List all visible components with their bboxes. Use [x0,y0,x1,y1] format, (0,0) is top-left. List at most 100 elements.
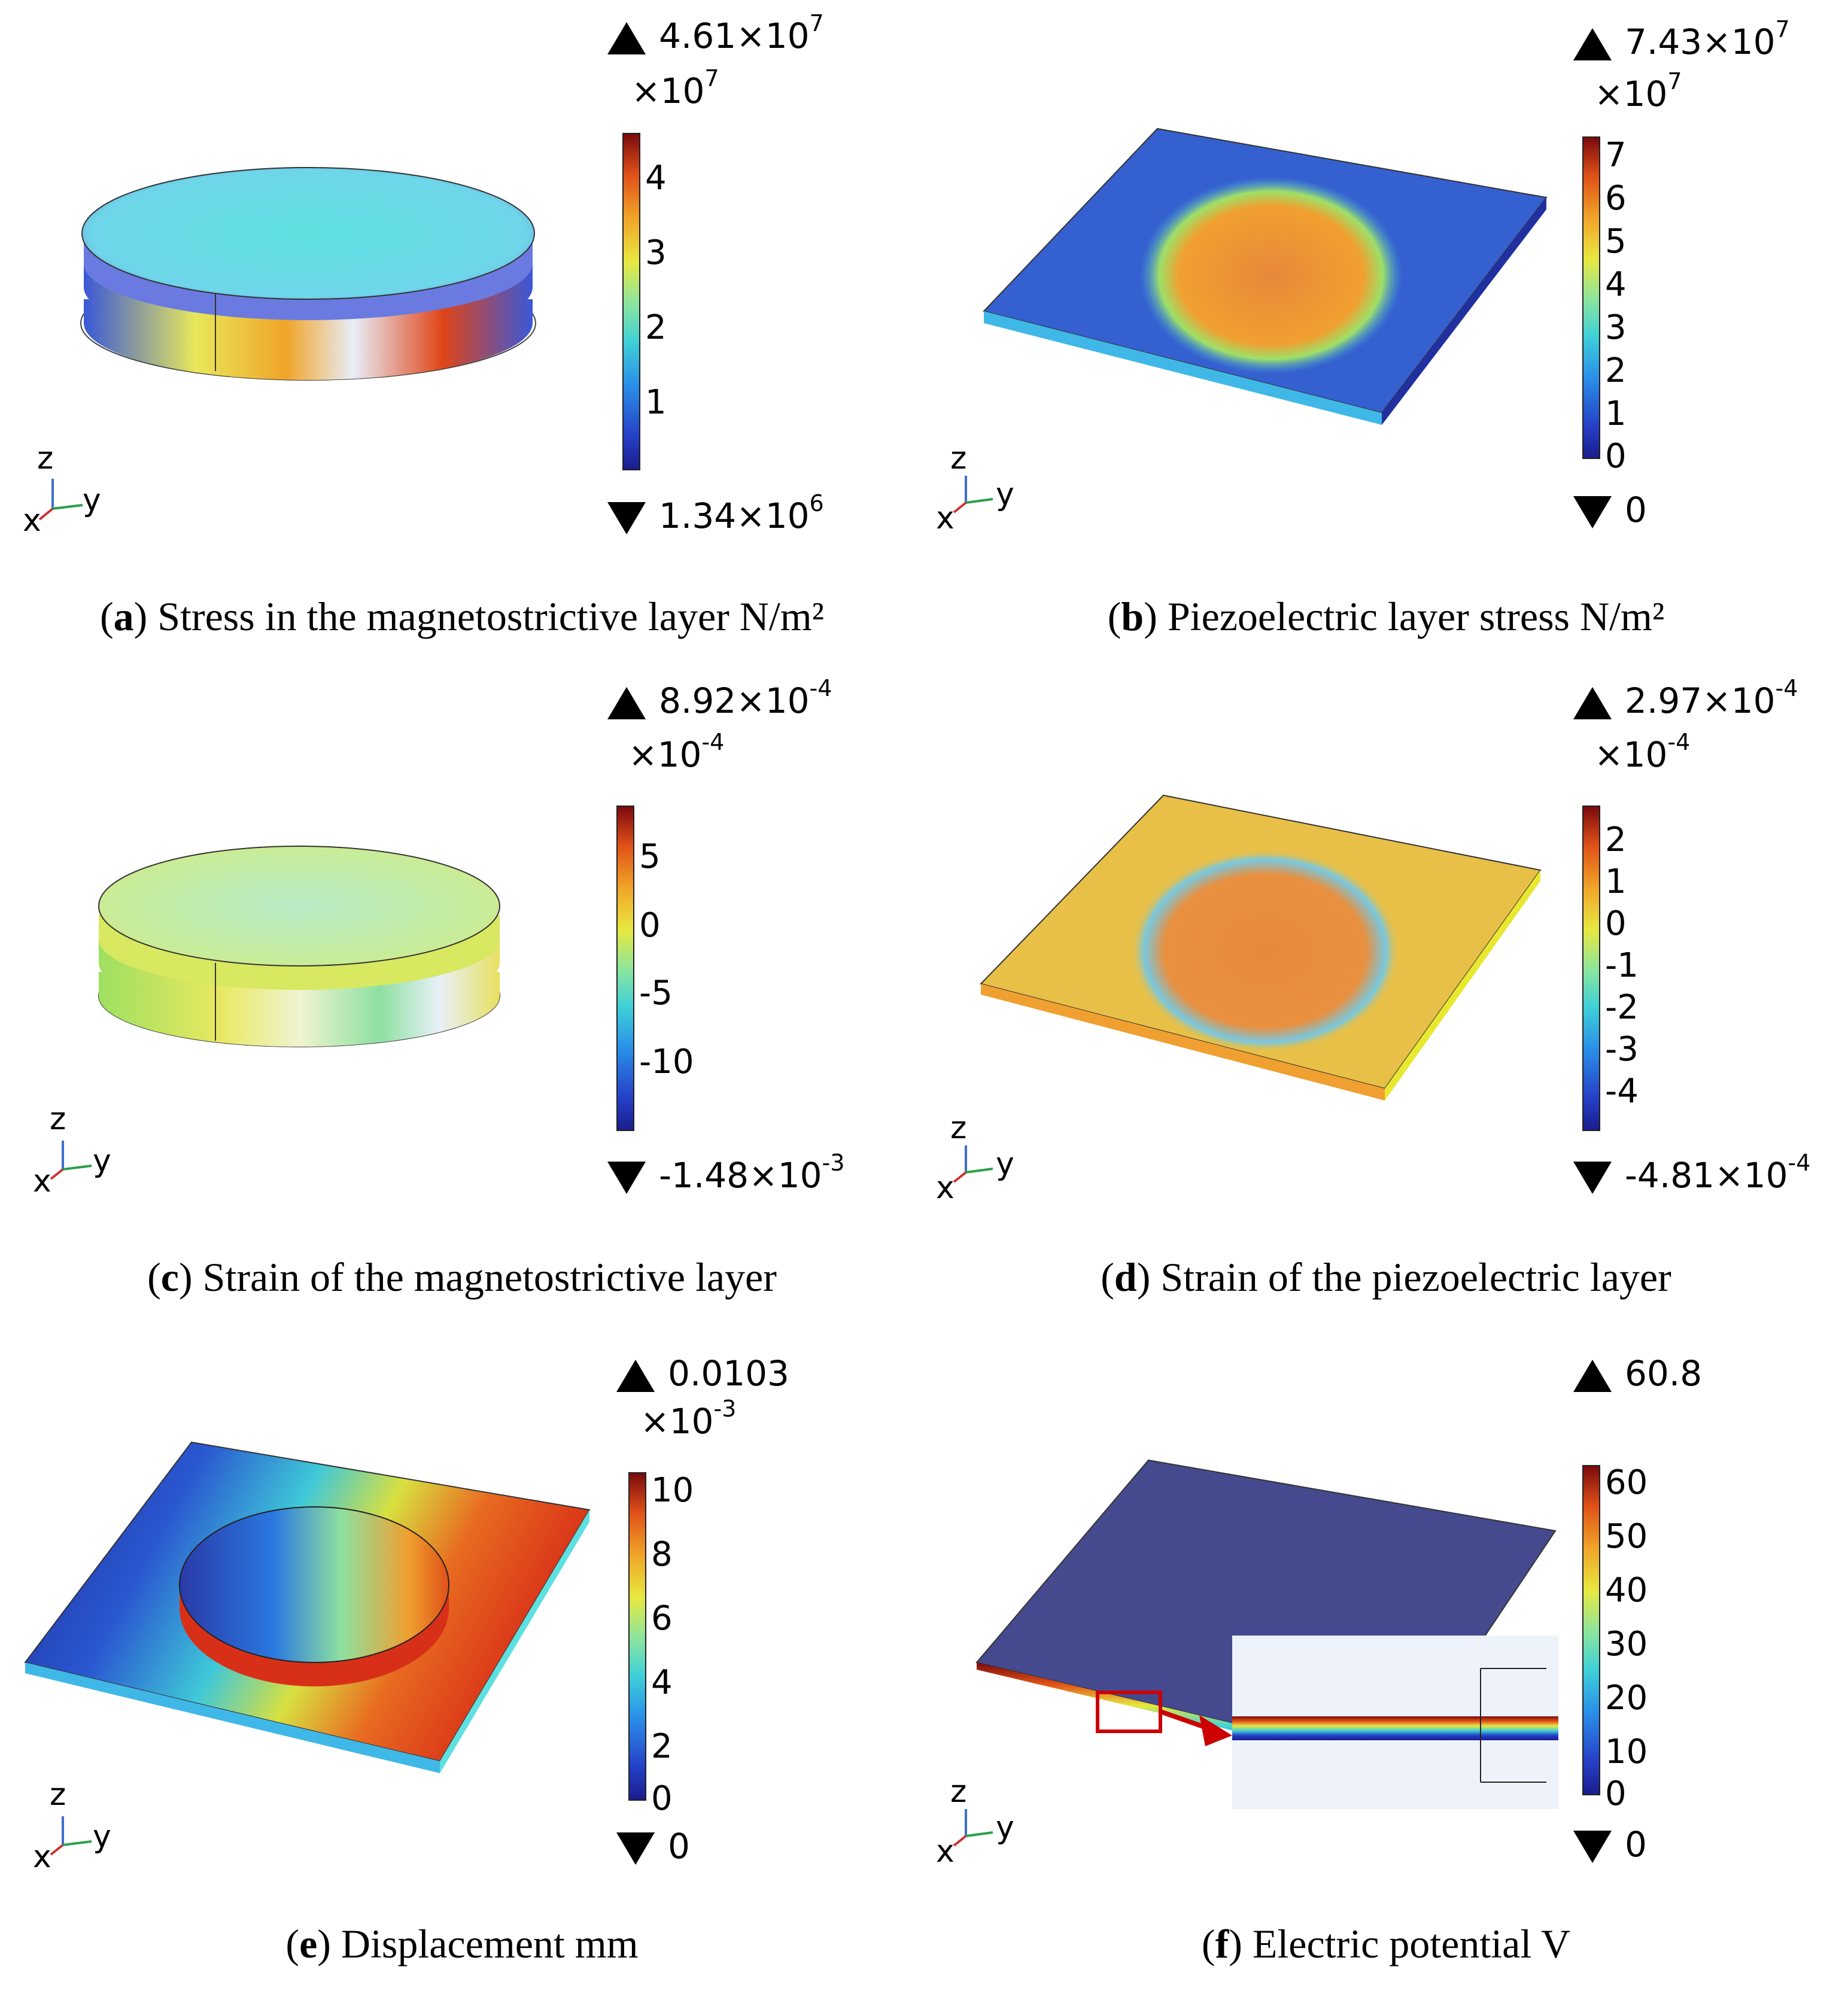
magnetostrictive-strain-3d-view [98,846,500,1047]
colorbar-tick: 2 [1605,351,1627,390]
colorbar [622,133,640,470]
colorbar-multiplier: ×107 [1594,68,1682,114]
max-triangle-icon [1573,28,1612,60]
colorbar-tick: 0 [651,1779,673,1818]
min-triangle-icon [607,1161,646,1194]
max-triangle-icon [607,22,646,54]
max-value-label: 0.0103 [616,1354,789,1393]
colorbar [1582,1465,1600,1795]
axis-triad: z y x [33,1104,153,1205]
colorbar-tick: 7 [1605,136,1627,175]
piezoelectric-stress-3d-view [983,127,1548,425]
colorbar [628,1472,646,1801]
axis-triad-arrows-icon [38,479,83,521]
min-triangle-icon [1573,1161,1612,1194]
axis-label-x: x [23,503,41,539]
axis-label-y: y [93,1819,111,1855]
colorbar-tick: 3 [1605,308,1627,347]
colorbar-tick: 10 [1605,1732,1648,1771]
axis-label-x: x [936,1834,955,1870]
colorbar-tick: 5 [639,837,661,876]
colorbar-tick: 1 [1605,394,1627,433]
min-value-label: 0 [1573,1825,1647,1864]
panel-caption: (b) Piezoelectric layer stress N/m² [1107,594,1665,639]
colorbar-tick: -4 [1605,1072,1639,1111]
axis-label-x: x [33,1839,51,1875]
zoom-arrow-icon [1199,1715,1232,1746]
panel-letter: d [1114,1254,1137,1300]
min-value-label: -1.48×10-3 [607,1151,844,1194]
colorbar-tick: 0 [1605,904,1627,943]
caption-text: Displacement mm [341,1921,639,1966]
displacement-3d-view [24,1441,591,1773]
magnetostrictive-stress-3d-view [80,167,536,381]
max-triangle-icon [607,686,646,719]
colorbar-tick: 6 [651,1599,673,1638]
max-value-label: 60.8 [1573,1354,1702,1393]
colorbar-tick: 4 [1605,265,1627,304]
colorbar-tick: 20 [1605,1679,1648,1718]
min-triangle-icon [1573,1830,1612,1863]
axis-label-y: y [996,1146,1014,1182]
max-value-label: 4.61×107 [607,12,824,55]
axis-triad-arrows-icon [50,1141,92,1180]
axis-triad: z y x [936,1113,1056,1214]
panel-f: z y x 60.8 60 50 40 30 20 10 0 0 (f) Ele… [924,1333,1848,2000]
axis-label-z: z [50,1101,66,1137]
colorbar-tick: 1 [645,383,667,422]
colorbar-tick: -10 [639,1042,694,1081]
colorbar-multiplier: ×10-3 [640,1396,737,1442]
colorbar-tick: 10 [651,1471,694,1510]
axis-label-x: x [936,500,955,536]
colorbar-tick: 30 [1605,1625,1648,1664]
colorbar-multiplier: ×10-4 [628,729,725,775]
colorbar-tick: 50 [1605,1517,1648,1556]
max-value-label: 7.43×107 [1573,18,1790,61]
caption-text: Strain of the piezoelectric layer [1160,1254,1671,1300]
axis-label-y: y [996,1810,1014,1846]
colorbar-tick: 4 [651,1663,673,1702]
colorbar-multiplier: ×107 [631,65,719,111]
electric-potential-3d-view [975,1459,1558,1809]
caption-text: Piezoelectric layer stress N/m² [1167,594,1665,639]
colorbar [1582,136,1600,459]
caption-text: Strain of the magnetostrictive layer [202,1254,777,1300]
axis-triad-arrows-icon [953,476,993,513]
colorbar-tick: 3 [645,233,667,272]
axis-triad: z y x [23,443,142,545]
axis-label-x: x [936,1170,955,1206]
caption-text: Electric potential V [1252,1921,1571,1966]
panel-caption: (d) Strain of the piezoelectric layer [1101,1254,1671,1300]
colorbar-multiplier: ×10-4 [1594,729,1691,775]
axis-label-z: z [950,1110,967,1146]
panel-a: z y x 4.61×107 ×107 4 3 2 1 1.34×106 (a)… [0,0,924,667]
panel-caption: (c) Strain of the magnetostrictive layer [147,1254,777,1300]
axis-triad-arrows-icon [50,1816,92,1856]
max-value-label: 8.92×10-4 [607,677,832,720]
max-triangle-icon [1573,1359,1612,1392]
max-value-label: 2.97×10-4 [1573,677,1798,720]
colorbar-tick: 0 [639,906,661,945]
panel-caption: (e) Displacement mm [285,1921,639,1966]
panel-letter: b [1121,594,1144,639]
panel-c: z y x 8.92×10-4 ×10-4 5 0 -5 -10 -1.48×1… [0,667,924,1333]
colorbar-tick: 5 [1605,222,1627,261]
colorbar-tick: 40 [1605,1571,1648,1610]
colorbar-tick: -5 [639,974,673,1013]
colorbar-tick: -1 [1605,946,1639,985]
axis-triad: z y x [936,1776,1056,1878]
max-triangle-icon [1573,686,1612,719]
panel-caption: (a) Stress in the magnetostrictive layer… [99,594,825,639]
colorbar-tick: 6 [1605,179,1627,218]
min-value-label: -4.81×10-4 [1573,1151,1810,1194]
panel-caption: (f) Electric potential V [1201,1921,1571,1966]
axis-triad-arrows-icon [953,1145,993,1183]
axis-label-y: y [83,482,101,518]
colorbar-tick: 0 [1605,1774,1627,1813]
panel-b: z y x 7.43×107 ×107 7 6 5 4 3 2 1 0 0 (b… [924,0,1848,667]
min-triangle-icon [616,1832,655,1865]
axis-label-x: x [33,1163,51,1199]
panel-d: z y x 2.97×10-4 ×10-4 2 1 0 -1 -2 -3 -4 … [924,667,1848,1333]
axis-triad: z y x [33,1779,153,1881]
axis-triad: z y x [936,443,1056,545]
